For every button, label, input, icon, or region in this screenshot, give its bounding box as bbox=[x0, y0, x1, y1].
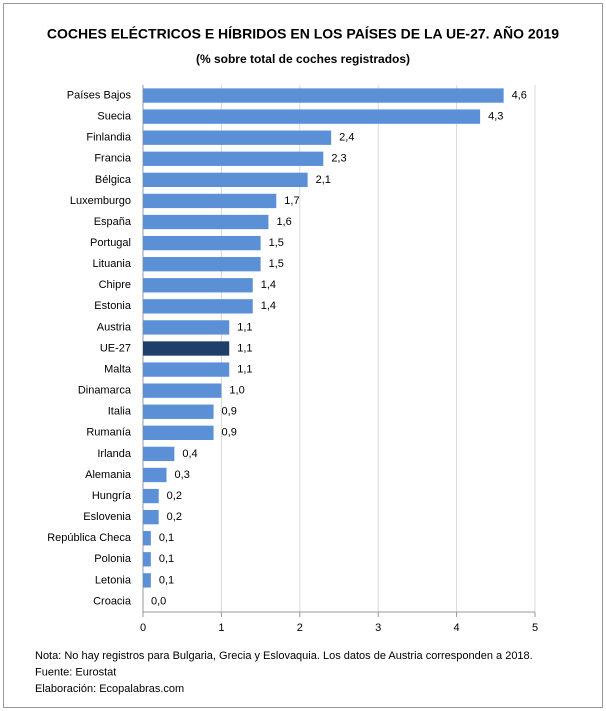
y-tick-label: Hungría bbox=[92, 490, 132, 502]
y-tick-label: Eslovenia bbox=[83, 511, 132, 523]
bar bbox=[143, 172, 308, 188]
bar bbox=[143, 362, 230, 377]
value-label: 1,5 bbox=[269, 237, 284, 249]
bar bbox=[143, 446, 175, 462]
y-tick-label: Estonia bbox=[94, 300, 132, 312]
x-tick-label: 4 bbox=[454, 622, 460, 634]
y-tick-label: Bélgica bbox=[95, 174, 132, 186]
value-label: 1,4 bbox=[261, 279, 276, 291]
value-label: 0,9 bbox=[222, 427, 237, 439]
value-label: 4,3 bbox=[488, 111, 503, 123]
y-tick-label: UE-27 bbox=[100, 342, 131, 354]
y-tick-label: Polonia bbox=[94, 553, 132, 565]
y-tick-label: Italia bbox=[108, 406, 132, 418]
bar bbox=[143, 109, 481, 124]
bar bbox=[143, 299, 253, 314]
value-label: 1,7 bbox=[284, 195, 299, 207]
value-label: 1,4 bbox=[261, 300, 276, 312]
value-label: 0,1 bbox=[159, 553, 174, 565]
y-tick-label: Malta bbox=[104, 363, 132, 375]
note: Nota: No hay registros para Bulgaria, Gr… bbox=[35, 650, 533, 662]
value-label: 2,1 bbox=[316, 174, 331, 186]
note: Elaboración: Ecopalabras.com bbox=[35, 683, 184, 695]
x-tick-label: 0 bbox=[140, 622, 146, 634]
bar bbox=[143, 257, 261, 272]
y-tick-label: Alemania bbox=[85, 469, 132, 481]
y-tick-label: Letonia bbox=[95, 574, 132, 586]
bar bbox=[143, 235, 261, 251]
bar bbox=[143, 531, 151, 546]
bar bbox=[143, 341, 230, 356]
y-tick-label: Rumanía bbox=[86, 427, 132, 439]
bar bbox=[143, 278, 253, 293]
value-label: 0,2 bbox=[167, 490, 182, 502]
y-tick-label: Portugal bbox=[90, 237, 131, 249]
bar bbox=[143, 488, 159, 504]
y-tick-label: Finlandia bbox=[86, 132, 132, 144]
value-label: 0,4 bbox=[182, 448, 197, 460]
chart-subtitle: (% sobre total de coches registrados) bbox=[196, 52, 410, 66]
bar bbox=[143, 214, 269, 230]
bar bbox=[143, 509, 159, 525]
bar bbox=[143, 552, 151, 567]
bar bbox=[143, 467, 167, 483]
bar bbox=[143, 151, 324, 166]
value-label: 2,4 bbox=[339, 132, 354, 144]
value-label: 0,1 bbox=[159, 532, 174, 544]
y-tick-label: Dinamarca bbox=[78, 385, 132, 397]
bar bbox=[143, 88, 504, 103]
value-label: 0,9 bbox=[222, 406, 237, 418]
y-tick-label: Luxemburgo bbox=[70, 195, 131, 207]
y-tick-label: Países Bajos bbox=[67, 89, 132, 101]
value-label: 1,1 bbox=[237, 363, 252, 375]
y-tick-label: Croacia bbox=[93, 595, 132, 607]
x-tick-label: 2 bbox=[297, 622, 303, 634]
value-label: 1,0 bbox=[229, 385, 244, 397]
bar bbox=[143, 193, 277, 209]
bar bbox=[143, 320, 230, 335]
y-tick-label: Suecia bbox=[97, 111, 132, 123]
value-label: 1,6 bbox=[276, 216, 291, 228]
bar bbox=[143, 383, 222, 398]
bar bbox=[143, 425, 214, 440]
value-label: 0,1 bbox=[159, 574, 174, 586]
note: Fuente: Eurostat bbox=[35, 666, 116, 678]
value-label: 0,3 bbox=[175, 469, 190, 481]
y-tick-label: Irlanda bbox=[97, 448, 132, 460]
value-label: 0,0 bbox=[151, 595, 166, 607]
y-tick-label: Austria bbox=[97, 321, 132, 333]
y-tick-label: República Checa bbox=[47, 532, 132, 544]
y-tick-label: Chipre bbox=[99, 279, 131, 291]
value-label: 1,1 bbox=[237, 321, 252, 333]
x-tick-label: 1 bbox=[218, 622, 224, 634]
chart-title: COCHES ELÉCTRICOS E HÍBRIDOS EN LOS PAÍS… bbox=[47, 25, 559, 42]
bar bbox=[143, 573, 151, 588]
x-tick-label: 5 bbox=[532, 622, 538, 634]
bar bbox=[143, 404, 214, 419]
y-tick-label: Francia bbox=[94, 153, 132, 165]
y-tick-label: España bbox=[94, 216, 132, 228]
value-label: 0,2 bbox=[167, 511, 182, 523]
y-tick-label: Lituania bbox=[92, 258, 131, 270]
x-tick-label: 3 bbox=[375, 622, 381, 634]
value-label: 4,6 bbox=[512, 89, 527, 101]
value-label: 1,5 bbox=[269, 258, 284, 270]
bar bbox=[143, 130, 332, 145]
value-label: 2,3 bbox=[331, 153, 346, 165]
value-label: 1,1 bbox=[237, 342, 252, 354]
